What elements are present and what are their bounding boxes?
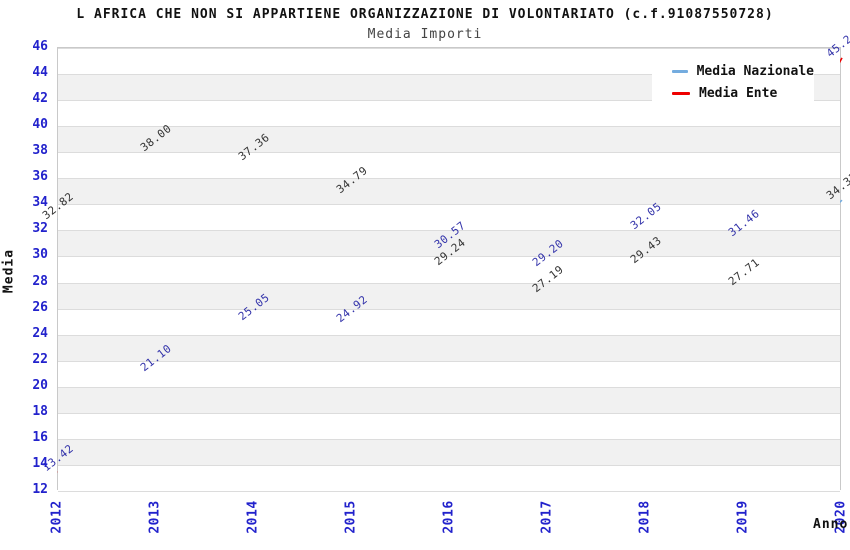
gridline	[58, 491, 840, 492]
gridline	[58, 178, 840, 179]
gridline	[58, 335, 840, 336]
y-tick-label: 12	[32, 482, 48, 497]
gridline	[58, 361, 840, 362]
gridline	[58, 465, 840, 466]
x-tick-label: 2019	[735, 500, 751, 534]
y-tick-label: 22	[32, 351, 48, 367]
chart-title: L AFRICA CHE NON SI APPARTIENE ORGANIZZA…	[76, 7, 774, 22]
plot-band	[58, 152, 840, 179]
gridline	[58, 230, 840, 231]
plot-band	[58, 204, 840, 231]
chart-subtitle: Media Importi	[367, 27, 483, 42]
gridline	[58, 387, 840, 388]
y-tick-label: 46	[32, 39, 48, 54]
y-tick-label: 38	[32, 143, 48, 159]
gridline	[58, 309, 840, 310]
y-tick-label: 24	[32, 325, 48, 341]
plot-band	[58, 178, 840, 205]
y-tick-label: 36	[32, 169, 48, 185]
legend-swatch-icon	[672, 69, 688, 73]
plot-band	[58, 438, 840, 465]
legend: Media Nazionale Media Ente	[652, 56, 814, 108]
x-tick-label: 2016	[441, 500, 457, 534]
y-tick-label: 44	[32, 65, 48, 81]
plot-band	[58, 464, 840, 491]
x-tick-label: 2015	[343, 500, 359, 534]
gridline	[58, 152, 840, 153]
gridline	[58, 48, 840, 49]
gridline	[58, 204, 840, 205]
plot-band	[58, 386, 840, 413]
y-tick-label: 16	[32, 429, 48, 445]
plot-band	[58, 282, 840, 309]
gridline	[58, 100, 840, 101]
y-tick-label: 34	[32, 195, 48, 211]
x-tick-label: 2013	[147, 500, 163, 534]
y-tick-label: 14	[32, 455, 48, 471]
y-tick-label: 18	[32, 403, 48, 419]
legend-label: Media Nazionale	[696, 63, 814, 79]
gridline	[58, 126, 840, 127]
plot-band	[58, 334, 840, 361]
x-tick-label: 2017	[539, 500, 555, 534]
gridline	[58, 256, 840, 257]
gridline	[58, 439, 840, 440]
gridline	[58, 413, 840, 414]
x-tick-label: 2014	[245, 500, 261, 534]
y-tick-label: 26	[32, 299, 48, 315]
plot-band	[58, 126, 840, 153]
legend-swatch-icon	[672, 91, 690, 95]
x-axis-title: Anno	[813, 517, 849, 532]
y-tick-label: 20	[32, 377, 48, 393]
y-tick-label: 28	[32, 273, 48, 289]
plot-band	[58, 230, 840, 257]
legend-label: Media Ente	[699, 85, 778, 101]
plot-band	[58, 412, 840, 439]
plot-band	[58, 256, 840, 283]
y-tick-label: 42	[32, 91, 48, 107]
y-tick-label: 40	[32, 117, 48, 133]
x-tick-label: 2018	[637, 500, 653, 534]
legend-item-media-ente[interactable]: Media Ente	[672, 86, 814, 101]
gridline	[58, 74, 840, 75]
legend-item-media-nazionale[interactable]: Media Nazionale	[672, 64, 814, 79]
plot-band	[58, 308, 840, 335]
gridline	[58, 283, 840, 284]
y-tick-label: 30	[32, 247, 48, 263]
plot-area: 32.82 38.00 37.36 34.79 29.24 27.19 29.43 27.71…	[40, 28, 850, 492]
x-tick-label: 2012	[49, 500, 65, 534]
plot-band	[58, 360, 840, 387]
y-tick-label: 32	[32, 221, 48, 237]
